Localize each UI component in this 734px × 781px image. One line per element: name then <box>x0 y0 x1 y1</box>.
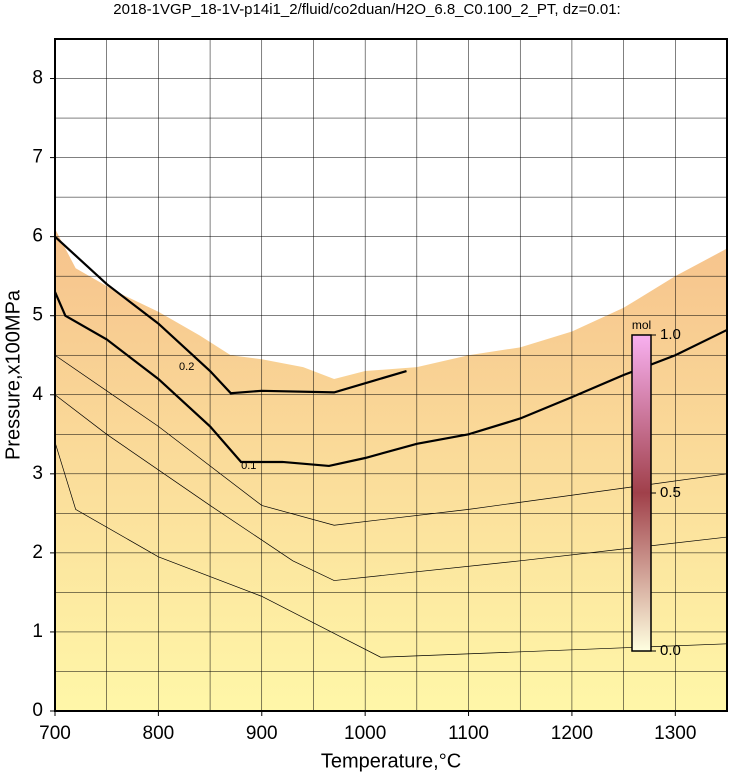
y-tick-label: 4 <box>32 384 43 405</box>
x-tick-label: 700 <box>39 723 71 744</box>
y-tick-label: 0 <box>32 700 43 721</box>
x-tick-label: 1300 <box>654 723 696 744</box>
y-tick-label: 5 <box>32 305 43 326</box>
chart-title: 2018-1VGP_18-1V-p14i1_2/fluid/co2duan/H2… <box>113 1 620 18</box>
contour-line <box>54 235 407 395</box>
contour-line <box>54 354 728 526</box>
contour-line <box>53 291 728 468</box>
colorbar-title: mol <box>632 318 651 332</box>
x-tick-label: 1100 <box>448 723 489 744</box>
y-tick-label: 6 <box>32 226 43 247</box>
contour-label: 0.1 <box>241 460 256 472</box>
plot-frame <box>54 38 728 712</box>
y-tick-label: 8 <box>32 68 43 89</box>
x-tick-label: 800 <box>143 723 175 744</box>
x-axis-label: Temperature,°C <box>321 750 461 772</box>
contour-line <box>54 442 728 658</box>
contour-label: 0.2 <box>179 361 194 373</box>
field-area <box>55 228 727 711</box>
x-tick-label: 1000 <box>344 723 386 744</box>
y-tick-label: 2 <box>32 542 43 563</box>
x-tick-label: 900 <box>246 723 278 744</box>
y-tick-label: 1 <box>32 621 43 642</box>
y-tick-label: 7 <box>32 147 43 168</box>
colorbar <box>631 334 652 652</box>
colorbar-tick-label: 1.0 <box>660 326 681 343</box>
colorbar-tick-label: 0.5 <box>660 484 681 501</box>
contour-line <box>54 394 728 581</box>
y-axis-label: Pressure,x100MPa <box>2 289 24 460</box>
colorbar-tick-label: 0.0 <box>660 642 681 659</box>
y-tick-label: 3 <box>32 463 43 484</box>
x-tick-label: 1200 <box>551 723 593 744</box>
